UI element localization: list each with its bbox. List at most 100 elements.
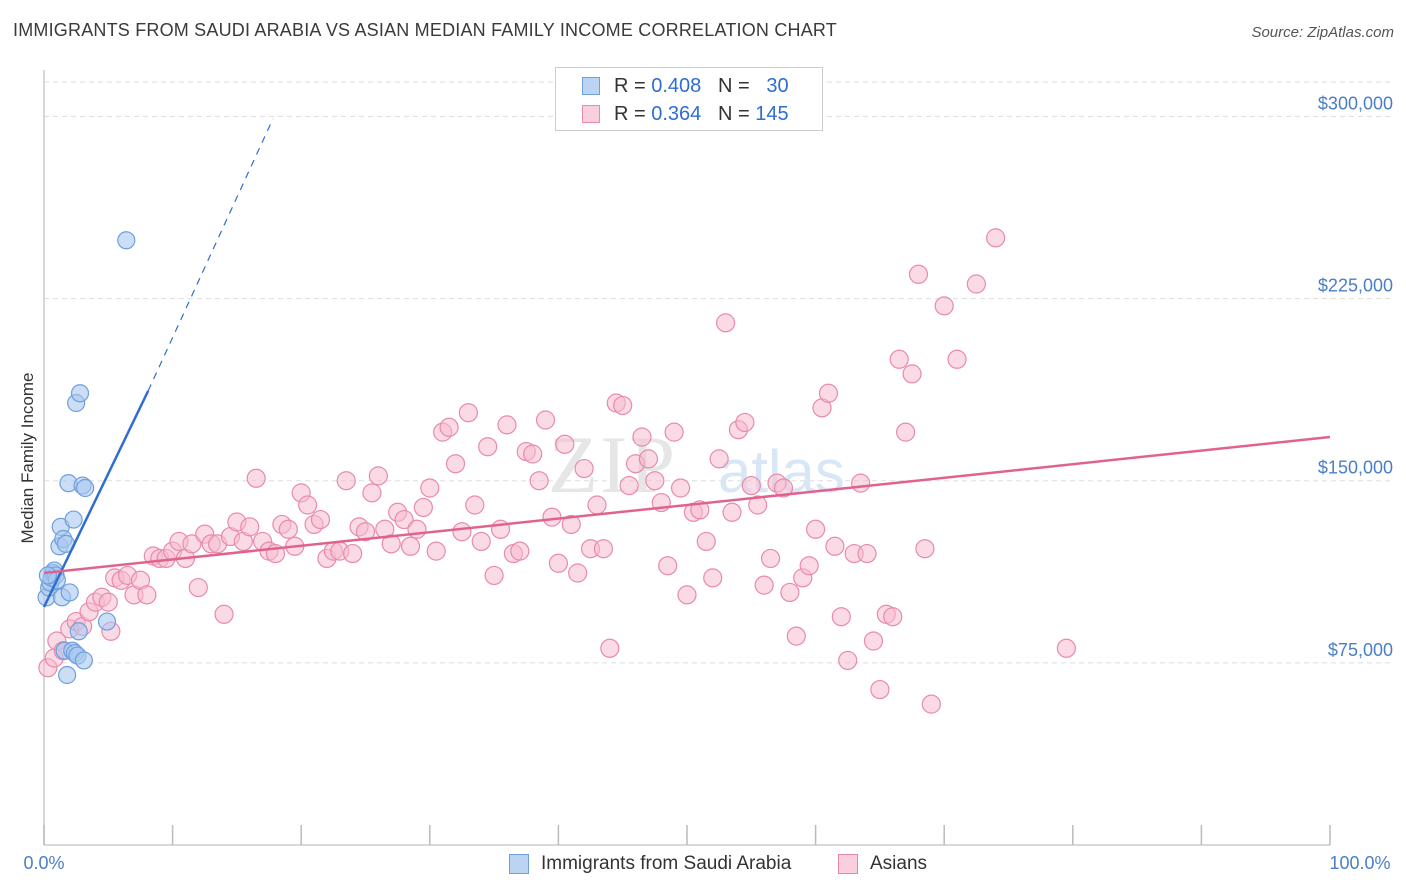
- asians-point: [896, 422, 916, 442]
- asians-point: [478, 437, 498, 457]
- asians-point: [407, 519, 427, 539]
- asians-point: [394, 509, 414, 530]
- asians-point: [246, 468, 266, 488]
- stats-legend: R = 0.408 N = 30 R = 0.364 N = 145: [555, 67, 823, 131]
- asians-point: [638, 449, 659, 469]
- asians-point: [934, 296, 954, 316]
- r-value: 0.364: [651, 102, 702, 125]
- y-tick-label: $75,000: [1328, 640, 1393, 660]
- chart-title: IMMIGRANTS FROM SAUDI ARABIA VS ASIAN ME…: [13, 20, 837, 40]
- asians-point: [966, 274, 986, 294]
- trend-lines: [42, 118, 1331, 608]
- asians-point: [413, 497, 433, 518]
- asians-point: [703, 568, 723, 588]
- asians-point: [805, 519, 826, 539]
- n-label: N =: [717, 102, 750, 125]
- saudi-point: [64, 510, 83, 529]
- asians-point: [278, 519, 298, 539]
- asians-point: [574, 458, 594, 479]
- watermark: ZIP atlas: [548, 419, 845, 510]
- asians-point: [883, 607, 903, 627]
- asians-point: [915, 539, 935, 559]
- asians-point: [645, 471, 665, 491]
- asians-point: [722, 502, 742, 522]
- asians-point: [458, 403, 478, 423]
- asians-point: [838, 650, 858, 671]
- asians-point: [760, 548, 781, 569]
- asians-point: [355, 522, 376, 542]
- asians-point: [368, 466, 388, 486]
- x-tick-label-min: 0.0%: [23, 853, 64, 873]
- asians-point: [593, 539, 614, 559]
- asians-point: [715, 313, 736, 333]
- asians-point: [497, 415, 517, 435]
- asians-point: [908, 264, 929, 284]
- asians-point: [825, 536, 845, 556]
- asians-point: [510, 541, 530, 561]
- asians-point: [921, 694, 941, 714]
- asians-point: [362, 483, 382, 503]
- asians-point: [561, 514, 581, 535]
- saudi-point: [38, 566, 57, 585]
- asians-legend-label: Asians: [870, 853, 928, 874]
- asians-point: [98, 592, 118, 612]
- asians-point: [613, 395, 633, 416]
- asians-point: [741, 475, 761, 496]
- asians-point: [555, 434, 575, 454]
- asians-point: [600, 638, 620, 658]
- asians-point: [889, 349, 909, 369]
- asians-point: [748, 495, 768, 515]
- asians-point: [632, 427, 652, 447]
- asians-point: [1056, 638, 1076, 658]
- asians-legend-swatch: [838, 854, 858, 874]
- asians-point: [658, 556, 678, 576]
- legend-item-asians[interactable]: Asians: [838, 852, 927, 876]
- saudi-point: [74, 651, 93, 670]
- y-tick-label: $300,000: [1318, 93, 1393, 113]
- asians-point: [445, 454, 466, 474]
- asians-point: [439, 417, 459, 437]
- saudi-point: [60, 583, 79, 602]
- asians-point: [548, 553, 569, 573]
- asians-point: [400, 536, 421, 556]
- asians-swatch: [582, 105, 600, 123]
- asians-point: [298, 495, 318, 515]
- asians-point: [381, 534, 401, 554]
- asians-point: [754, 575, 774, 595]
- saudi-point: [97, 612, 117, 631]
- saudi-legend-swatch: [509, 854, 529, 874]
- n-value: 30: [766, 74, 789, 97]
- legend-item-saudi[interactable]: Immigrants from Saudi Arabia: [509, 852, 791, 876]
- asians-point: [188, 577, 208, 598]
- saudi-trendline-extension: [147, 118, 274, 392]
- legend-row-asians: R = 0.364 N = 145: [582, 101, 789, 127]
- n-label: N =: [717, 74, 750, 97]
- asians-point: [182, 534, 202, 554]
- asians-point: [310, 509, 331, 530]
- asians-point: [137, 585, 157, 605]
- y-tick-labels: $75,000 $150,000 $225,000 $300,000: [1318, 93, 1393, 659]
- r-label: R =: [614, 102, 646, 125]
- r-value: 0.408: [651, 74, 702, 97]
- saudi-point: [58, 665, 77, 685]
- asians-point: [452, 522, 472, 542]
- r-label: R =: [614, 74, 646, 97]
- asians-point: [343, 543, 363, 564]
- asians-point: [336, 471, 356, 491]
- asians-point: [471, 531, 491, 552]
- asians-point: [799, 556, 819, 576]
- x-ticks: [43, 825, 1331, 845]
- asians-point: [786, 626, 806, 646]
- asians-point: [240, 517, 260, 537]
- asians-point: [529, 471, 549, 491]
- source-label: Source: ZipAtlas.com: [1251, 24, 1394, 41]
- n-value: 145: [755, 102, 789, 125]
- asians-point: [902, 364, 922, 384]
- asians-point: [465, 495, 485, 515]
- asians-point: [420, 478, 440, 498]
- asians-point: [780, 582, 800, 603]
- asians-point: [818, 383, 839, 403]
- asians-point: [664, 422, 684, 442]
- asians-point: [214, 604, 234, 624]
